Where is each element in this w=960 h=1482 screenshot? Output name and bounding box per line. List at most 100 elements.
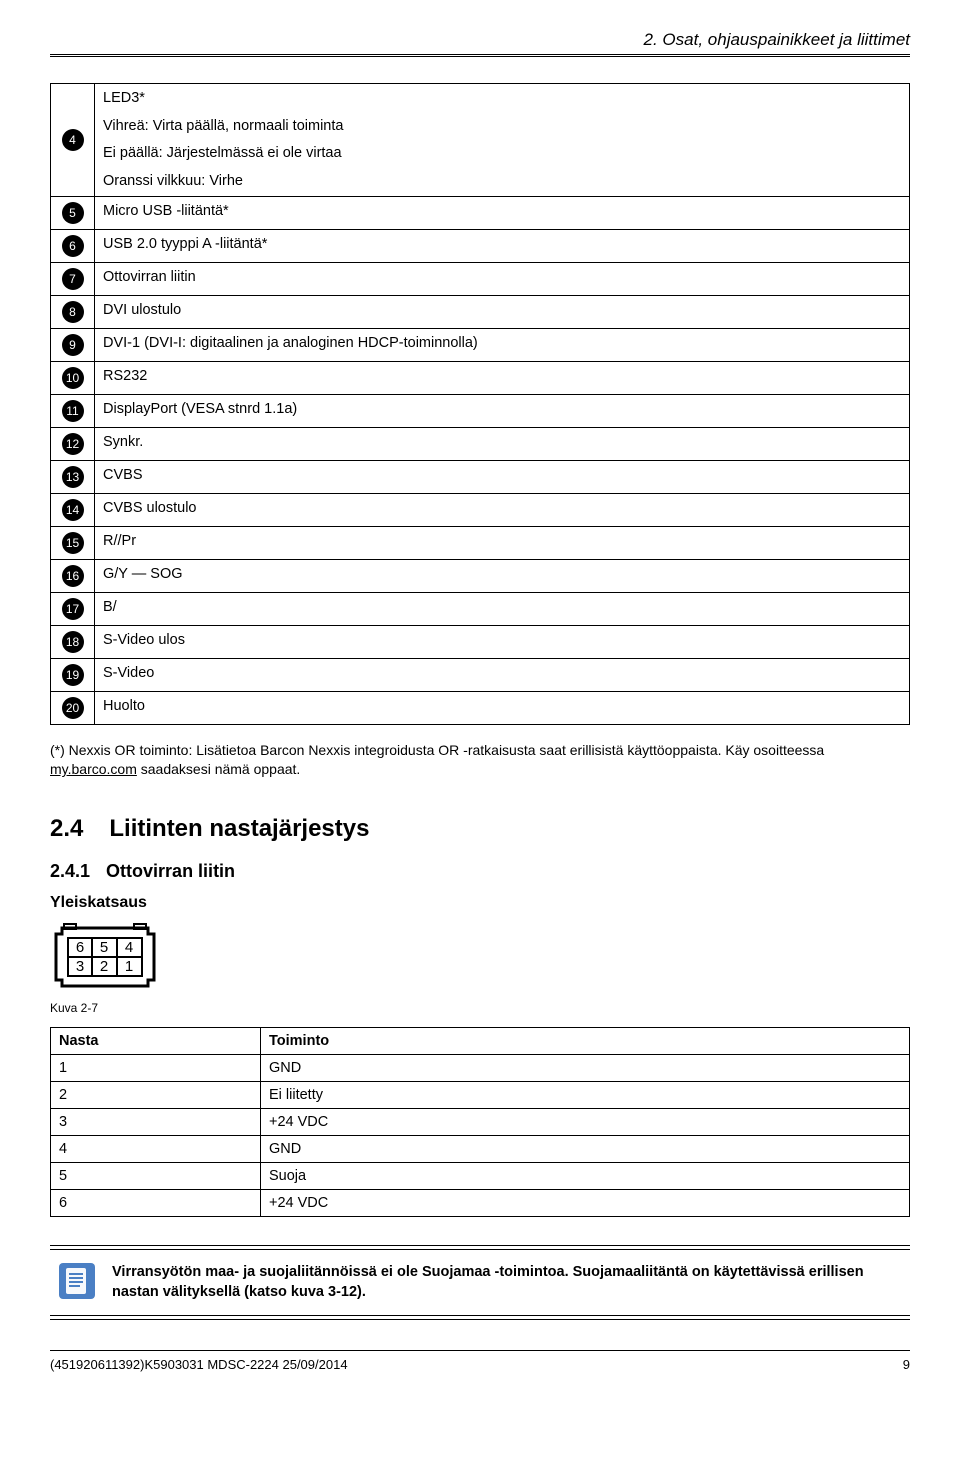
pin-table-head-func: Toiminto [261,1028,910,1055]
row-number-badge: 4 [62,129,84,151]
section-number: 2.4 [50,815,83,842]
pin-label-5: 5 [100,939,108,956]
pin-table: Nasta Toiminto 1GND2Ei liitetty3+24 VDC4… [50,1027,910,1217]
row-text-cell: USB 2.0 tyyppi A -liitäntä* [95,230,910,263]
note-icon [58,1262,96,1303]
row-number-badge: 5 [62,202,84,224]
row-number-badge: 14 [62,499,84,521]
table-row: 6 USB 2.0 tyyppi A -liitäntä* [51,230,910,263]
row-number-cell: 19 [51,659,95,692]
note-callout: Virransyötön maa- ja suojaliitännöissä e… [50,1245,910,1320]
row-number-cell: 4 [51,84,95,197]
row-text-cell: DisplayPort (VESA stnrd 1.1a) [95,395,910,428]
page-footer: (451920611392)K5903031 MDSC-2224 25/09/2… [50,1357,910,1372]
section-title: Liitinten nastajärjestys [109,815,369,842]
pin-function-cell: +24 VDC [261,1190,910,1217]
row-text-cell: DVI ulostulo [95,296,910,329]
row-text-cell: DVI-1 (DVI-I: digitaalinen ja analoginen… [95,329,910,362]
row-number-cell: 8 [51,296,95,329]
pin-label-6: 6 [76,939,84,956]
row-text-cell: S-Video [95,659,910,692]
row-number-badge: 20 [62,697,84,719]
row-number-cell: 7 [51,263,95,296]
row-number-cell: 5 [51,197,95,230]
pin-function-cell: Ei liitetty [261,1082,910,1109]
row-text-cell: LED3*Vihreä: Virta päällä, normaali toim… [95,84,910,197]
footnote-suffix: saadaksesi nämä oppaat. [137,761,300,777]
table-row: 5Suoja [51,1163,910,1190]
pin-number-cell: 4 [51,1136,261,1163]
row-number-badge: 13 [62,466,84,488]
row-text-cell: Ottovirran liitin [95,263,910,296]
row-number-badge: 8 [62,301,84,323]
table-row: 4 LED3*Vihreä: Virta päällä, normaali toi… [51,84,910,197]
row-number-badge: 16 [62,565,84,587]
table-row: 7 Ottovirran liitin [51,263,910,296]
note-callout-text: Virransyötön maa- ja suojaliitännöissä e… [112,1262,902,1303]
table-row: 12 Synkr. [51,428,910,461]
row-number-cell: 18 [51,626,95,659]
table-row: 1GND [51,1055,910,1082]
row-text-cell: G/Y — SOG [95,560,910,593]
subsection-title: Ottovirran liitin [106,861,235,881]
pin-function-cell: GND [261,1055,910,1082]
table-row: 16 G/Y — SOG [51,560,910,593]
header-rule [50,54,910,57]
connector-diagram: 6 5 4 3 2 1 [50,922,910,995]
connector-table: 4 LED3*Vihreä: Virta päällä, normaali toi… [50,83,910,725]
subsection-number: 2.4.1 [50,861,90,881]
row-number-badge: 6 [62,235,84,257]
table-row: 2Ei liitetty [51,1082,910,1109]
row-text-cell: CVBS ulostulo [95,494,910,527]
footer-left: (451920611392)K5903031 MDSC-2224 25/09/2… [50,1357,348,1372]
row-number-cell: 6 [51,230,95,263]
table-row: 8 DVI ulostulo [51,296,910,329]
row-number-badge: 19 [62,664,84,686]
row-number-badge: 9 [62,334,84,356]
row-number-badge: 17 [62,598,84,620]
pin-label-2: 2 [100,958,108,975]
row-text-cell: B/ [95,593,910,626]
row-number-badge: 12 [62,433,84,455]
row-number-cell: 16 [51,560,95,593]
row-text-cell: Micro USB -liitäntä* [95,197,910,230]
pin-number-cell: 1 [51,1055,261,1082]
pin-label-4: 4 [125,939,133,956]
pin-function-cell: +24 VDC [261,1109,910,1136]
row-number-badge: 7 [62,268,84,290]
overview-label: Yleiskatsaus [50,894,910,912]
table-row: 11 DisplayPort (VESA stnrd 1.1a) [51,395,910,428]
row-text-cell: S-Video ulos [95,626,910,659]
row-text-cell: Synkr. [95,428,910,461]
footnote-text: (*) Nexxis OR toiminto: Lisätietoa Barco… [50,741,910,779]
row-number-badge: 15 [62,532,84,554]
pin-function-cell: GND [261,1136,910,1163]
table-row: 15R//Pr [51,527,910,560]
table-row: 20 Huolto [51,692,910,725]
pin-number-cell: 5 [51,1163,261,1190]
row-text-cell: CVBS [95,461,910,494]
table-row: 18 S-Video ulos [51,626,910,659]
table-row: 4GND [51,1136,910,1163]
footnote-link[interactable]: my.barco.com [50,761,137,777]
pin-label-1: 1 [125,958,133,975]
row-text-cell: Huolto [95,692,910,725]
page-header-title: 2. Osat, ohjauspainikkeet ja liittimet [50,30,910,50]
row-number-cell: 9 [51,329,95,362]
figure-caption: Kuva 2-7 [50,1001,910,1015]
table-row: 3+24 VDC [51,1109,910,1136]
table-row: 19 S-Video [51,659,910,692]
pin-label-3: 3 [76,958,84,975]
row-number-cell: 12 [51,428,95,461]
table-row: 17 B/ [51,593,910,626]
subsection-heading: 2.4.1 Ottovirran liitin [50,861,910,882]
row-number-badge: 11 [62,400,84,422]
row-number-cell: 11 [51,395,95,428]
row-number-cell: 14 [51,494,95,527]
pin-number-cell: 2 [51,1082,261,1109]
footer-rule [50,1350,910,1351]
footer-page-number: 9 [903,1357,910,1372]
row-number-badge: 18 [62,631,84,653]
table-row: 9 DVI-1 (DVI-I: digitaalinen ja analogine… [51,329,910,362]
pin-number-cell: 3 [51,1109,261,1136]
